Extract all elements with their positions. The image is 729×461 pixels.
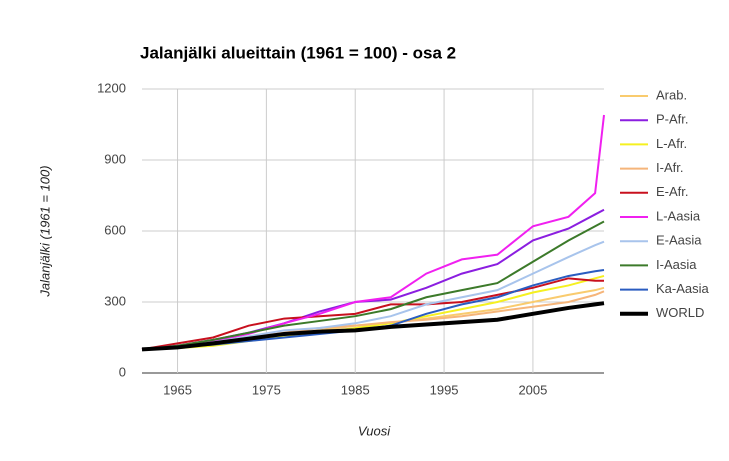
x-tick-label: 2005 bbox=[518, 382, 547, 397]
x-axis-title: Vuosi bbox=[358, 423, 391, 438]
series-line bbox=[141, 220, 605, 351]
legend-label: E-Afr. bbox=[656, 184, 689, 199]
series-line bbox=[141, 240, 605, 351]
x-tick-label: 1965 bbox=[163, 382, 192, 397]
legend-label: P-Afr. bbox=[656, 112, 689, 127]
legend-label: I-Afr. bbox=[656, 160, 683, 175]
y-tick-label: 0 bbox=[119, 364, 126, 379]
y-tick-label: 600 bbox=[104, 222, 126, 237]
y-axis-title: Jalanjälki (1961 = 100) bbox=[37, 165, 52, 297]
y-tick-label: 300 bbox=[104, 293, 126, 308]
y-tick-label: 900 bbox=[104, 151, 126, 166]
x-tick-label: 1975 bbox=[252, 382, 281, 397]
series-line bbox=[141, 301, 605, 352]
legend-label: E-Aasia bbox=[656, 233, 702, 248]
legend-label: I-Aasia bbox=[656, 257, 697, 272]
x-tick-label: 1985 bbox=[341, 382, 370, 397]
legend-label: L-Aasia bbox=[656, 208, 701, 223]
x-tick-label: 1995 bbox=[430, 382, 459, 397]
legend-label: WORLD bbox=[656, 305, 704, 320]
chart-title: Jalanjälki alueittain (1961 = 100) - osa… bbox=[140, 43, 456, 62]
legend-label: Arab. bbox=[656, 87, 687, 102]
legend-label: Ka-Aasia bbox=[656, 281, 710, 296]
y-tick-label: 1200 bbox=[97, 80, 126, 95]
legend-label: L-Afr. bbox=[656, 136, 687, 151]
series-line bbox=[141, 114, 605, 351]
series-line bbox=[141, 277, 604, 351]
